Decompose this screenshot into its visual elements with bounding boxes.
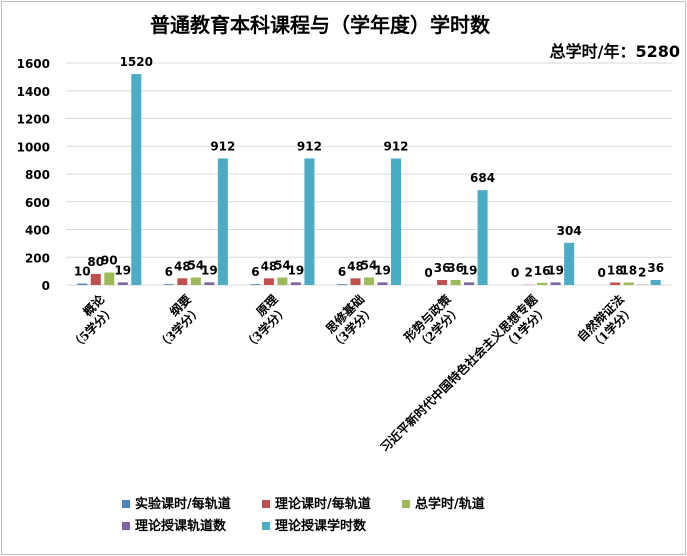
legend-swatch: [402, 500, 410, 508]
legend-entry: 理论课时/每轨道: [275, 496, 371, 512]
legend-entry: 理论授课轨道数: [135, 518, 227, 534]
data-label: 6: [338, 265, 346, 279]
bar: [277, 277, 288, 285]
x-tick-label: 纲要（3学分）: [154, 292, 204, 353]
bar: [377, 282, 388, 285]
data-label: 912: [210, 139, 235, 153]
bar: [263, 278, 274, 285]
data-label: 48: [174, 259, 191, 273]
data-label: 18: [620, 264, 637, 278]
bar: [537, 282, 548, 285]
bar: [304, 158, 315, 285]
bar: [364, 277, 374, 285]
chart-title: 普通教育本科课程与（学年度）学时数: [150, 13, 491, 37]
bar: [163, 284, 174, 285]
bar: [104, 272, 115, 285]
bar: [564, 242, 575, 285]
legend-entry: 理论授课学时数: [275, 518, 367, 534]
data-label: 0: [598, 266, 606, 280]
y-tick-label: 1400: [17, 85, 50, 99]
bar: [131, 74, 142, 285]
data-label: 19: [114, 263, 131, 277]
data-label: 36: [447, 261, 464, 275]
y-tick-label: 800: [25, 168, 50, 182]
data-label: 304: [557, 224, 582, 238]
bar: [464, 282, 475, 285]
bar: [290, 282, 301, 285]
chart-subtitle: 总学时/年：5280: [550, 42, 680, 61]
legend-entry: 实验课时/每轨道: [135, 496, 231, 512]
data-label: 6: [251, 265, 259, 279]
x-tick-label: 自然辩证法（1学分）: [574, 292, 638, 353]
data-label: 10: [74, 265, 91, 279]
bar: [177, 278, 188, 285]
x-tick-label: 原理（3学分）: [241, 292, 291, 352]
bar: [350, 278, 361, 285]
data-label: 18: [607, 264, 624, 278]
legend-swatch: [262, 522, 270, 530]
bar: [190, 277, 201, 285]
bar: [90, 273, 101, 285]
bar: [77, 283, 88, 285]
bar: [217, 158, 228, 285]
bar: [117, 282, 128, 285]
bar: [650, 280, 661, 285]
data-label: 48: [261, 259, 278, 273]
y-tick-label: 400: [25, 224, 50, 238]
bar: [550, 282, 561, 285]
data-label: 912: [383, 139, 408, 153]
bar: [250, 284, 261, 285]
bar: [437, 280, 448, 285]
data-label: 912: [297, 139, 322, 153]
data-label: 19: [461, 263, 478, 277]
data-label: 80: [87, 255, 104, 269]
x-tick-label: 思修基础（3学分）: [323, 292, 378, 353]
bar: [610, 282, 621, 285]
data-label: 0: [511, 266, 519, 280]
data-label: 2: [638, 266, 646, 280]
data-label: 54: [361, 259, 378, 273]
legend-swatch: [122, 522, 130, 530]
y-tick-label: 1600: [17, 57, 50, 71]
x-tick-label: 概论（5学分）: [68, 291, 118, 353]
bar: [477, 190, 488, 285]
data-label: 54: [274, 259, 291, 273]
y-tick-label: 1000: [17, 140, 50, 154]
legend-swatch: [262, 500, 270, 508]
x-tick-label: 习近平新时代中国特色社会主义思想专题（1学分）: [377, 291, 551, 455]
data-label: 36: [434, 261, 451, 275]
data-label: 19: [547, 263, 564, 277]
x-tick-label: 形势与政策（2学分）: [401, 291, 465, 353]
data-label: 19: [288, 263, 305, 277]
data-label: 6: [165, 265, 173, 279]
y-tick-label: 0: [42, 279, 50, 293]
y-tick-label: 1200: [17, 113, 50, 127]
bar: [450, 280, 461, 285]
legend-entry: 总学时/轨道: [415, 496, 485, 512]
data-label: 16: [534, 264, 551, 278]
bar: [337, 284, 347, 285]
bar: [391, 158, 401, 285]
data-label: 19: [374, 263, 391, 277]
data-label: 0: [424, 266, 432, 280]
data-label: 1520: [120, 55, 153, 69]
data-label: 54: [188, 259, 205, 273]
data-label: 2: [524, 266, 532, 280]
y-tick-label: 600: [25, 196, 50, 210]
bar: [204, 282, 215, 285]
legend-swatch: [122, 500, 130, 508]
data-label: 684: [470, 171, 495, 185]
y-tick-label: 200: [25, 251, 50, 265]
data-label: 36: [647, 261, 664, 275]
data-label: 19: [201, 263, 218, 277]
data-label: 90: [101, 254, 118, 268]
bar: [623, 282, 634, 285]
data-label: 48: [347, 259, 364, 273]
